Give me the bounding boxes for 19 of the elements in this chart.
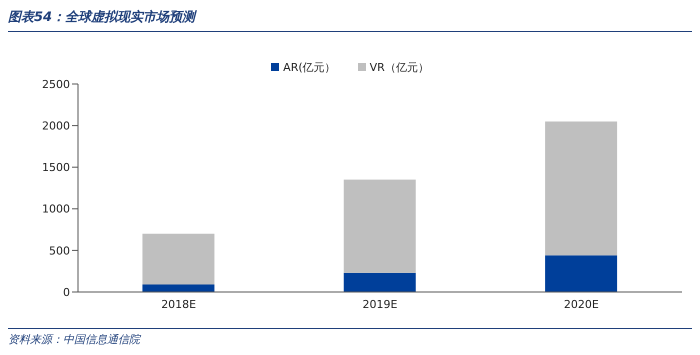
y-tick-label: 0 bbox=[63, 286, 70, 299]
x-tick-label: 2018E bbox=[161, 298, 196, 311]
x-tick-label: 2019E bbox=[362, 298, 398, 311]
chart-title: 图表54：全球虚拟现实市场预测 bbox=[8, 8, 692, 32]
y-tick-label: 1500 bbox=[42, 161, 70, 174]
y-tick-label: 1000 bbox=[42, 202, 70, 216]
bar bbox=[142, 234, 214, 285]
y-tick-label: 500 bbox=[49, 244, 70, 258]
legend-label: AR(亿元） bbox=[283, 60, 336, 74]
legend-label: VR（亿元） bbox=[370, 60, 429, 74]
y-tick-label: 2500 bbox=[42, 78, 70, 91]
x-tick-label: 2020E bbox=[564, 298, 599, 311]
bar bbox=[344, 272, 416, 292]
text: 资料来源：中国信息通信院 bbox=[8, 332, 142, 347]
bar bbox=[344, 180, 416, 273]
bar bbox=[545, 121, 618, 256]
y-tick-label: 2000 bbox=[42, 120, 70, 133]
bar bbox=[142, 284, 214, 292]
bar bbox=[545, 255, 618, 292]
